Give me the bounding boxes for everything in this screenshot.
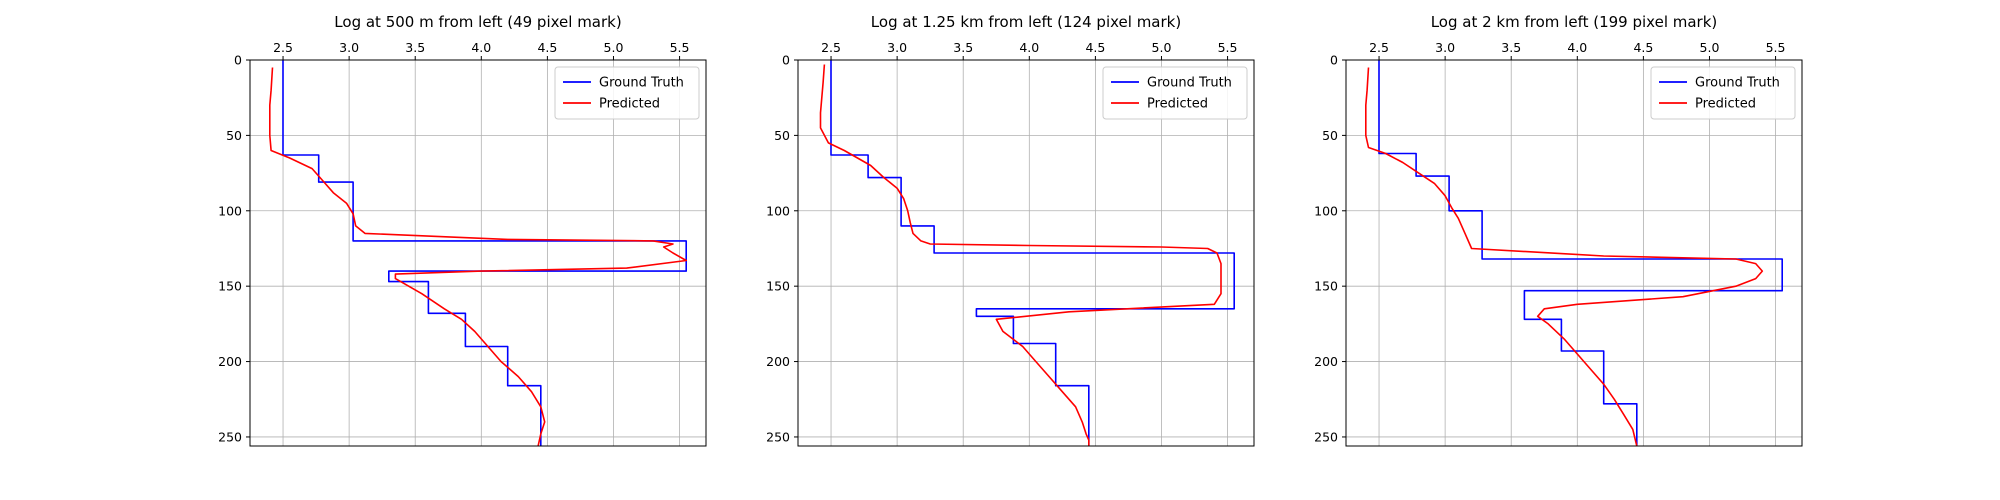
x-tick-label: 2.5 (1369, 40, 1389, 55)
x-tick-label: 4.5 (1085, 40, 1105, 55)
legend-box (1650, 66, 1796, 120)
x-tick-label: 3.0 (1435, 40, 1455, 55)
axes-frame (1345, 59, 1803, 447)
x-tick-label: 4.5 (537, 40, 557, 55)
ground-truth-line (282, 60, 688, 446)
x-tick-label: 3.0 (339, 40, 359, 55)
axes-frame (797, 59, 1255, 447)
legend-box (1102, 66, 1248, 120)
y-tick-label: 250 (1314, 429, 1338, 444)
y-tick-label: 0 (1330, 53, 1338, 68)
y-tick-label: 100 (218, 203, 242, 218)
chart-panel-1: 2.5 3.0 3.5 4.0 4.5 5.0 5.5 0 50 100 150 200 250 Log … (218, 13, 707, 447)
predicted-line (819, 64, 1222, 446)
y-tick-label: 250 (766, 429, 790, 444)
x-tick-label: 4.0 (471, 40, 491, 55)
x-tick-label: 5.5 (670, 40, 690, 55)
chart-title: Log at 2 km from left (199 pixel mark) (1431, 13, 1718, 31)
x-tick-label: 2.5 (821, 40, 841, 55)
y-tick-label: 50 (774, 128, 790, 143)
y-tick-label: 200 (218, 354, 242, 369)
y-tick-label: 200 (766, 354, 790, 369)
y-tick-label: 50 (1322, 128, 1338, 143)
ground-truth-line (1378, 60, 1783, 446)
x-tick-label: 4.5 (1633, 40, 1653, 55)
x-tick-label: 5.5 (1766, 40, 1786, 55)
chart-panel-3: 2.5 3.0 3.5 4.0 4.5 5.0 5.5 0 50 100 150 200 250 Log … (1314, 13, 1803, 447)
y-tick-label: 250 (218, 429, 242, 444)
x-tick-label: 4.0 (1567, 40, 1587, 55)
legend-label-ground-truth: Ground Truth (1147, 76, 1232, 91)
y-tick-label: 100 (766, 203, 790, 218)
x-tick-label: 4.0 (1019, 40, 1039, 55)
predicted-line (268, 67, 688, 446)
chart-panel-2: 2.5 3.0 3.5 4.0 4.5 5.0 5.5 0 50 100 150 200 250 Log … (766, 13, 1255, 447)
y-tick-label: 0 (782, 53, 790, 68)
legend-label-predicted: Predicted (599, 97, 660, 112)
y-tick-label: 200 (1314, 354, 1338, 369)
chart-title: Log at 1.25 km from left (124 pixel mark… (871, 13, 1181, 31)
ground-truth-line (830, 60, 1235, 446)
x-tick-label: 5.5 (1218, 40, 1238, 55)
x-tick-label: 3.5 (405, 40, 425, 55)
y-tick-label: 0 (234, 53, 242, 68)
axes-frame (249, 59, 707, 447)
y-tick-label: 50 (226, 128, 242, 143)
x-tick-label: 3.5 (953, 40, 973, 55)
y-tick-label: 150 (766, 279, 790, 294)
y-tick-label: 150 (1314, 279, 1338, 294)
x-tick-label: 5.0 (1152, 40, 1172, 55)
legend-label-ground-truth: Ground Truth (599, 76, 684, 91)
x-tick-label: 3.0 (887, 40, 907, 55)
x-tick-label: 3.5 (1501, 40, 1521, 55)
y-tick-label: 100 (1314, 203, 1338, 218)
x-tick-label: 5.0 (604, 40, 624, 55)
predicted-line (1365, 67, 1764, 446)
y-tick-label: 150 (218, 279, 242, 294)
x-tick-label: 5.0 (1700, 40, 1720, 55)
legend-label-predicted: Predicted (1147, 97, 1208, 112)
legend-label-predicted: Predicted (1695, 97, 1756, 112)
x-tick-label: 2.5 (273, 40, 293, 55)
legend-box (554, 66, 700, 120)
legend-label-ground-truth: Ground Truth (1695, 76, 1780, 91)
chart-title: Log at 500 m from left (49 pixel mark) (334, 13, 621, 31)
